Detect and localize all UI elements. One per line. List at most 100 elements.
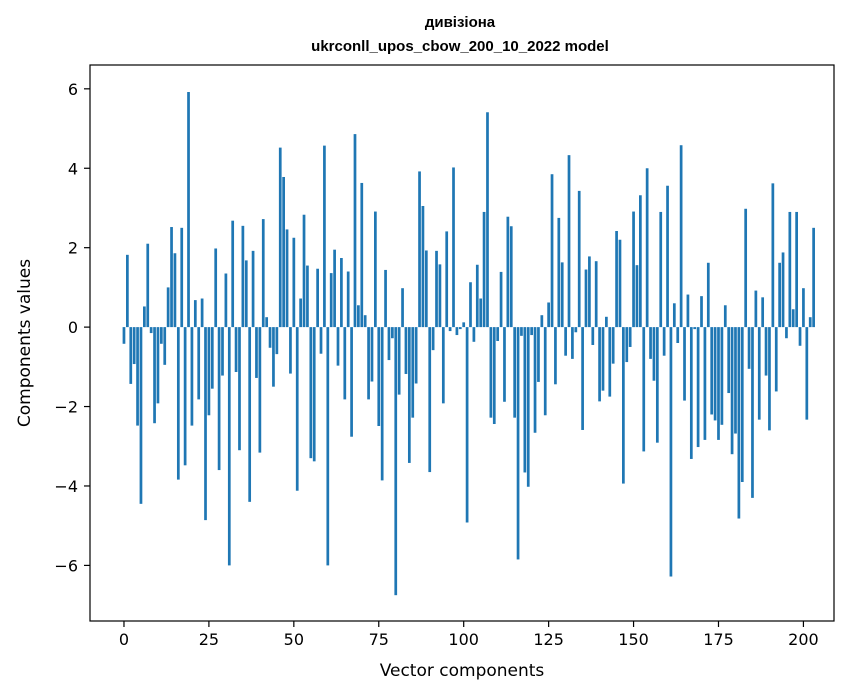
bar-component-68 <box>353 134 357 328</box>
bar-component-128 <box>557 217 561 328</box>
bar-component-125 <box>547 302 550 328</box>
bar-component-91 <box>431 327 435 351</box>
bar-component-105 <box>479 298 483 328</box>
bar-component-14 <box>170 227 173 328</box>
x-tick-label: 175 <box>703 630 734 649</box>
bar-component-151 <box>635 265 639 328</box>
bar-component-97 <box>452 167 455 328</box>
bar-component-107 <box>486 112 489 328</box>
bar-component-170 <box>700 296 703 328</box>
bar-component-137 <box>588 256 591 328</box>
bar-component-7 <box>146 243 150 328</box>
y-tick-label: −6 <box>54 556 78 575</box>
bar-component-175 <box>717 327 720 440</box>
x-tick-label: 0 <box>119 630 129 649</box>
bar-component-113 <box>506 216 510 328</box>
bar-component-123 <box>540 315 544 328</box>
bar-component-15 <box>173 253 177 328</box>
bar-component-43 <box>268 327 272 348</box>
bar-component-9 <box>153 327 156 424</box>
bar-component-44 <box>272 327 275 387</box>
bar-component-186 <box>754 290 758 328</box>
x-tick-label: 100 <box>448 630 479 649</box>
bar-component-116 <box>516 327 520 560</box>
y-tick-label: 4 <box>68 159 78 178</box>
bar-component-0 <box>122 327 126 344</box>
bar-component-149 <box>628 327 632 347</box>
bar-component-152 <box>639 195 642 328</box>
bar-component-99 <box>458 327 462 330</box>
bar-component-24 <box>204 327 207 521</box>
bar-component-83 <box>404 327 408 374</box>
bar-component-195 <box>785 327 788 339</box>
bar-component-165 <box>683 327 686 401</box>
y-axis-label: Components values <box>15 259 35 427</box>
bar-component-30 <box>224 273 228 328</box>
bar-component-141 <box>601 327 605 391</box>
bar-component-76 <box>380 327 384 481</box>
bar-component-36 <box>244 260 248 328</box>
y-tick-label: −4 <box>54 477 78 496</box>
bar-component-16 <box>176 327 180 480</box>
bar-component-66 <box>346 271 350 328</box>
bar-component-2 <box>129 327 133 384</box>
bar-component-3 <box>132 327 136 365</box>
bar-component-187 <box>757 327 761 420</box>
bar-component-78 <box>387 327 391 361</box>
bar-component-192 <box>774 327 778 392</box>
bar-component-86 <box>414 327 418 384</box>
bar-component-124 <box>543 327 547 416</box>
bar-component-27 <box>214 248 218 328</box>
bar-component-169 <box>696 327 700 448</box>
bar-component-1 <box>126 254 129 328</box>
y-tick-label: 2 <box>68 239 78 258</box>
bar-component-40 <box>258 327 262 453</box>
bar-component-74 <box>374 211 377 328</box>
bar-component-69 <box>357 305 360 328</box>
bar-component-197 <box>791 309 795 328</box>
bar-component-164 <box>679 145 683 328</box>
bar-component-101 <box>465 327 469 523</box>
bar-component-51 <box>295 327 299 491</box>
bar-component-147 <box>622 327 625 484</box>
bar-component-182 <box>740 327 744 482</box>
bar-component-158 <box>659 211 663 328</box>
bar-component-32 <box>231 220 235 328</box>
plot-frame <box>89 64 835 622</box>
bar-component-184 <box>747 327 751 369</box>
chart-subtitle: ukrconll_upos_cbow_200_10_2022 model <box>311 38 609 55</box>
bar-component-87 <box>418 171 421 328</box>
bar-component-168 <box>693 327 697 330</box>
bar-component-11 <box>159 327 163 344</box>
bar-component-62 <box>333 249 336 328</box>
bar-component-157 <box>655 327 659 443</box>
bar-component-49 <box>289 327 292 374</box>
y-tick-label: 0 <box>68 318 78 337</box>
bar-component-53 <box>302 214 306 328</box>
bar-component-63 <box>336 327 340 366</box>
bar-component-5 <box>139 327 143 504</box>
bar-component-196 <box>788 211 792 328</box>
bar-component-31 <box>227 327 231 566</box>
bar-component-50 <box>292 237 296 328</box>
bar-component-181 <box>737 327 741 519</box>
y-axis-ticks: −6 −4 −2 0 2 4 6 <box>54 80 90 575</box>
bar-component-42 <box>265 317 269 328</box>
bar-component-110 <box>496 327 500 342</box>
bar-component-93 <box>438 264 442 328</box>
bar-component-121 <box>533 327 537 433</box>
bar-component-109 <box>492 327 496 425</box>
bar-component-111 <box>499 271 503 328</box>
bar-component-160 <box>666 185 669 328</box>
bar-component-174 <box>713 327 717 421</box>
bar-component-34 <box>238 327 241 451</box>
bar-component-155 <box>649 327 652 359</box>
bar-component-122 <box>537 327 540 382</box>
bar-component-150 <box>632 211 635 328</box>
bar-component-96 <box>448 327 452 332</box>
bar-component-4 <box>136 327 139 426</box>
bar-component-119 <box>526 327 530 487</box>
bar-component-46 <box>278 147 282 328</box>
bar-component-167 <box>689 327 693 459</box>
bar-component-35 <box>241 225 245 328</box>
